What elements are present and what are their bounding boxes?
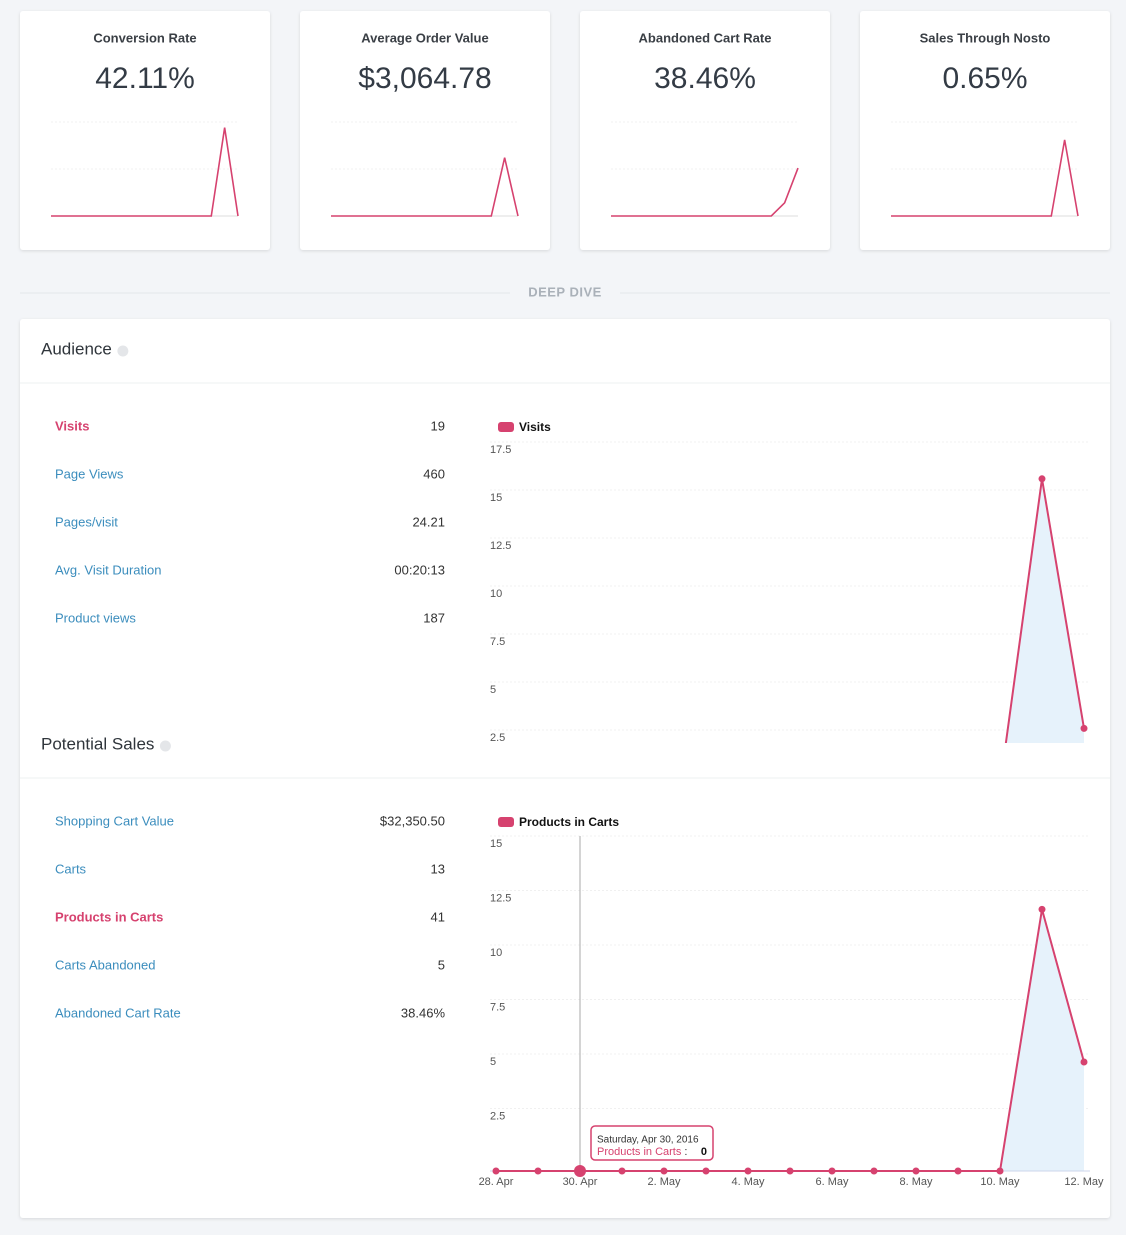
y-tick-label: 10 bbox=[490, 588, 502, 600]
metric-label: Carts bbox=[55, 861, 87, 876]
area bbox=[1005, 478, 1084, 743]
metric-label: Avg. Visit Duration bbox=[55, 562, 161, 577]
sparkline bbox=[331, 157, 519, 217]
y-tick-label: 12.5 bbox=[490, 892, 511, 904]
y-tick-label: 17.5 bbox=[490, 444, 511, 456]
kpi-value: 38.46% bbox=[654, 62, 756, 95]
x-tick-label: 28. Apr bbox=[479, 1176, 514, 1188]
chart: 2.5 5 7.5 10 12.5 15 17.5 bbox=[480, 436, 1100, 744]
point bbox=[618, 1167, 626, 1175]
metric-value: 5 bbox=[438, 957, 445, 972]
x-tick-label: 30. Apr bbox=[563, 1176, 598, 1188]
metric-label: Visits bbox=[55, 418, 89, 433]
tooltip-separator: : bbox=[684, 1146, 687, 1158]
y-tick-label: 7.5 bbox=[490, 636, 505, 648]
kpi-value: 42.11% bbox=[95, 62, 195, 95]
point bbox=[828, 1167, 836, 1175]
legend-label: Products in Carts bbox=[519, 815, 619, 829]
kpi-card bbox=[300, 11, 550, 250]
metric-label: Abandoned Cart Rate bbox=[55, 1005, 181, 1020]
metric-label: Product views bbox=[55, 610, 136, 625]
point bbox=[744, 1167, 752, 1175]
tooltip-date: Saturday, Apr 30, 2016 bbox=[597, 1135, 699, 1146]
legend-label: Visits bbox=[519, 420, 551, 434]
chart: 2.5 5 7.5 10 12.5 15 bbox=[490, 835, 1090, 1177]
point bbox=[954, 1167, 962, 1175]
point bbox=[996, 1167, 1004, 1175]
kpi-card bbox=[20, 11, 270, 250]
kpi-card bbox=[860, 11, 1110, 250]
kpi-value: $3,064.78 bbox=[358, 62, 491, 95]
kpi-card bbox=[580, 11, 830, 250]
area bbox=[496, 909, 1084, 1171]
y-tick-label: 5 bbox=[490, 684, 496, 696]
kpi-title: Conversion Rate bbox=[93, 30, 196, 45]
y-tick-label: 10 bbox=[490, 947, 502, 959]
y-tick-label: 2.5 bbox=[490, 1110, 505, 1122]
sparkline bbox=[891, 139, 1079, 217]
kpi-title: Sales Through Nosto bbox=[920, 30, 1051, 45]
point bbox=[660, 1167, 668, 1175]
kpi-title: Average Order Value bbox=[361, 30, 488, 45]
help-icon bbox=[117, 345, 129, 357]
metric-label: Shopping Cart Value bbox=[55, 813, 174, 828]
kpi-value: 0.65% bbox=[942, 62, 1027, 95]
x-tick-label: 6. May bbox=[815, 1176, 849, 1188]
metric-value: 19 bbox=[431, 418, 445, 433]
y-tick-label: 12.5 bbox=[490, 540, 511, 552]
divider-label: DEEP DIVE bbox=[528, 284, 602, 299]
y-tick-label: 2.5 bbox=[490, 732, 505, 744]
metric-label: Pages/visit bbox=[55, 514, 118, 529]
y-tick-label: 7.5 bbox=[490, 1001, 505, 1013]
x-tick-label: 8. May bbox=[899, 1176, 933, 1188]
metric-value: 24.21 bbox=[412, 514, 445, 529]
point bbox=[912, 1167, 920, 1175]
metric-label: Products in Carts bbox=[55, 909, 163, 924]
x-tick-label: 10. May bbox=[980, 1176, 1020, 1188]
point bbox=[870, 1167, 878, 1175]
metric-value: 38.46% bbox=[401, 1005, 446, 1020]
point bbox=[786, 1167, 794, 1175]
x-tick-label: 4. May bbox=[731, 1176, 765, 1188]
x-tick-label: 12. May bbox=[1064, 1176, 1104, 1188]
metric-value: 41 bbox=[431, 909, 445, 924]
point bbox=[1038, 905, 1046, 913]
sparkline bbox=[51, 127, 239, 217]
tooltip bbox=[590, 1125, 714, 1161]
sparkline bbox=[611, 167, 799, 217]
y-tick-label: 5 bbox=[490, 1056, 496, 1068]
metric-value: 13 bbox=[431, 861, 445, 876]
metric-value: 187 bbox=[423, 610, 445, 625]
y-tick-label: 15 bbox=[490, 838, 502, 850]
chart-background bbox=[480, 436, 1100, 743]
metric-value: 00:20:13 bbox=[394, 562, 445, 577]
x-tick-label: 2. May bbox=[647, 1176, 681, 1188]
point bbox=[492, 1167, 500, 1175]
point bbox=[534, 1167, 542, 1175]
point bbox=[1080, 1058, 1088, 1066]
metric-value: 460 bbox=[423, 466, 445, 481]
point bbox=[1038, 475, 1046, 483]
y-tick-label: 15 bbox=[490, 492, 502, 504]
section-title: Potential Sales bbox=[41, 734, 154, 753]
point bbox=[574, 1165, 586, 1177]
point bbox=[702, 1167, 710, 1175]
help-icon bbox=[159, 740, 171, 752]
legend-swatch bbox=[498, 817, 514, 827]
metric-label: Page Views bbox=[55, 466, 124, 481]
section-title: Audience bbox=[41, 339, 112, 358]
metric-label: Carts Abandoned bbox=[55, 957, 155, 972]
point bbox=[1080, 724, 1088, 732]
legend-swatch bbox=[498, 422, 514, 432]
tooltip-series: Products in Carts bbox=[597, 1146, 682, 1158]
metric-value: $32,350.50 bbox=[380, 813, 445, 828]
kpi-title: Abandoned Cart Rate bbox=[639, 30, 772, 45]
tooltip-value: 0 bbox=[701, 1146, 707, 1158]
